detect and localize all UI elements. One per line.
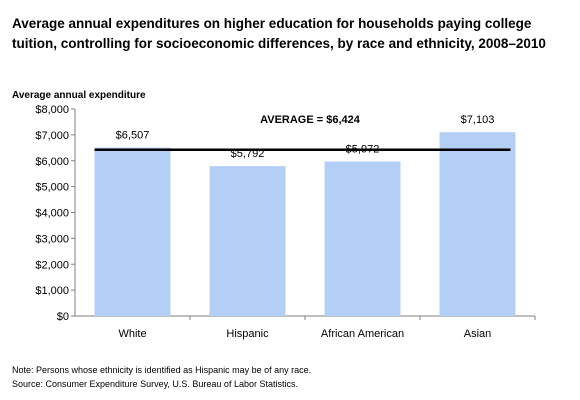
y-tick-label: $3,000: [35, 233, 69, 245]
data-label: $6,507: [116, 130, 150, 142]
data-label: $7,103: [461, 114, 495, 126]
y-tick-label: $6,000: [35, 156, 69, 168]
data-label: $5,792: [231, 148, 265, 160]
average-label: AVERAGE = $6,424: [260, 114, 361, 126]
bar: [324, 161, 401, 316]
bar: [439, 132, 516, 316]
y-tick-label: $8,000: [35, 104, 69, 116]
footnote: Note: Persons whose ethnicity is identif…: [12, 365, 312, 375]
bar: [94, 147, 171, 316]
x-tick-label: Hispanic: [226, 328, 269, 340]
source-note: Source: Consumer Expenditure Survey, U.S…: [12, 379, 298, 389]
y-tick-label: $4,000: [35, 208, 69, 220]
x-tick-label: White: [118, 328, 146, 340]
y-tick-label: $2,000: [35, 259, 69, 271]
y-axis-label: Average annual expenditure: [12, 90, 146, 101]
y-tick-label: $5,000: [35, 182, 69, 194]
y-tick-label: $1,000: [35, 285, 69, 297]
y-tick-label: $0: [57, 311, 69, 323]
bar: [209, 166, 286, 316]
x-tick-label: African American: [321, 328, 404, 340]
chart-title: Average annual expenditures on higher ed…: [12, 16, 546, 51]
x-tick-label: Asian: [464, 328, 492, 340]
y-tick-label: $7,000: [35, 130, 69, 142]
